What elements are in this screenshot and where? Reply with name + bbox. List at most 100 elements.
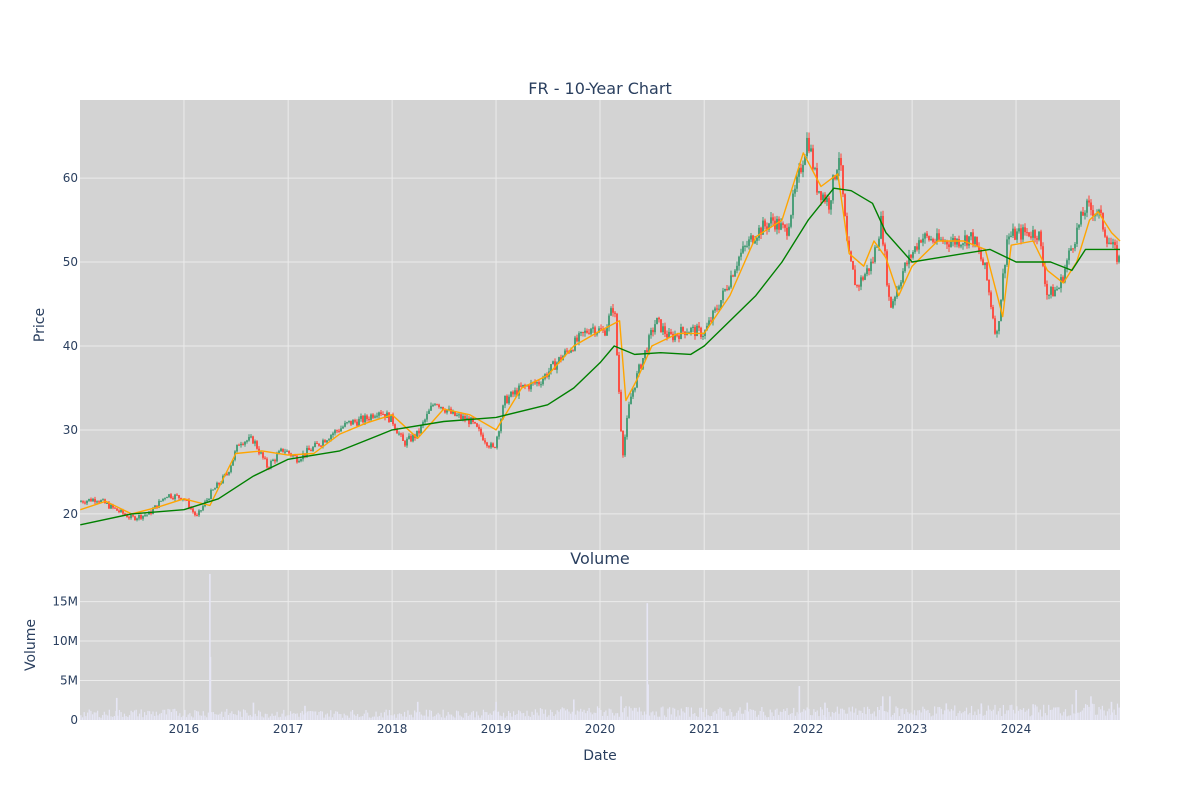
candle-486 [1052, 284, 1054, 297]
volume-bar-506 [929, 713, 931, 720]
volume-bar-451 [836, 706, 838, 720]
volume-bar-561 [1021, 709, 1023, 720]
candle-485 [1050, 285, 1052, 299]
volume-bar-243 [487, 714, 490, 720]
volume-bar-387 [729, 709, 731, 720]
candle-body-424 [928, 236, 930, 241]
volume-bar-359 [682, 711, 684, 720]
candle-body-453 [986, 262, 988, 280]
candle-84 [248, 434, 250, 442]
volume-bar-32 [133, 710, 136, 720]
candle-514 [1108, 237, 1110, 245]
volume-bar-551 [1004, 713, 1006, 720]
volume-bar-130 [298, 716, 300, 720]
candle-body-332 [744, 245, 746, 247]
candle-body-374 [828, 198, 830, 210]
candle-body-344 [768, 223, 770, 230]
candle-body-269 [618, 355, 620, 392]
volume-bar-174 [372, 716, 374, 720]
volume-bar-351 [669, 707, 671, 720]
volume-bar-220 [449, 714, 451, 720]
volume-bar-278 [546, 716, 548, 720]
candle-body-23 [126, 514, 128, 518]
volume-spike-18 [1032, 704, 1034, 720]
volume-bar-114 [271, 713, 273, 720]
volume-bar-347 [662, 706, 664, 720]
candle-body-385 [850, 251, 852, 262]
volume-bar-209 [430, 710, 433, 720]
candle-body-9 [98, 501, 100, 503]
volume-bar-200 [415, 712, 417, 720]
candle-204 [488, 445, 490, 449]
candle-body-467 [1014, 228, 1016, 240]
candle-body-14 [108, 503, 110, 509]
volume-bar-417 [779, 711, 781, 720]
volume-bar-91 [232, 714, 235, 720]
candle-body-36 [152, 508, 154, 514]
volume-bar-48 [160, 713, 162, 720]
candle-body-117 [314, 442, 316, 448]
volume-bar-329 [632, 710, 634, 720]
candle-body-408 [896, 289, 898, 297]
volume-spike-7 [573, 699, 575, 720]
candle-449 [978, 242, 980, 255]
volume-bar-324 [623, 707, 625, 720]
candle-body-358 [796, 176, 798, 189]
volume-bar-434 [808, 708, 810, 720]
volume-bar-151 [333, 713, 335, 720]
candle-162 [404, 440, 406, 447]
candle-175 [430, 402, 432, 411]
candle-274 [628, 401, 630, 419]
volume-bar-492 [905, 708, 907, 720]
volume-bar-606 [1096, 714, 1098, 720]
candle-body-108 [296, 455, 298, 463]
candle-319 [718, 304, 720, 311]
candle-43 [166, 496, 168, 499]
candle-body-287 [654, 324, 656, 333]
volume-bar-37 [142, 717, 144, 720]
volume-bar-526 [962, 712, 964, 720]
candle-body-80 [240, 443, 242, 446]
volume-bar-304 [590, 712, 592, 720]
candle-body-99 [278, 451, 280, 455]
volume-spike-3 [252, 702, 255, 720]
candle-356 [792, 189, 794, 219]
volume-bar-592 [1073, 713, 1075, 720]
candle-467 [1014, 226, 1016, 241]
candle-body-93 [266, 458, 268, 468]
volume-bar-290 [566, 709, 568, 720]
volume-bar-97 [242, 709, 245, 720]
volume-bar-360 [684, 712, 686, 720]
candle-body-500 [1080, 211, 1082, 225]
volume-bar-257 [511, 716, 513, 720]
volume-bar-400 [751, 709, 753, 720]
volume-bar-352 [670, 714, 672, 720]
candle-173 [426, 411, 428, 422]
candle-195 [470, 416, 472, 425]
candle-body-352 [784, 224, 786, 228]
volume-bar-260 [516, 713, 518, 720]
volume-bar-578 [1049, 709, 1051, 720]
volume-bar-27 [125, 716, 127, 720]
candle-517 [1114, 239, 1116, 250]
candle-358 [796, 173, 798, 193]
volume-bar-128 [294, 713, 297, 720]
candle-body-412 [904, 262, 906, 272]
volume-bar-405 [759, 710, 761, 720]
volume-bar-326 [627, 716, 629, 720]
volume-bar-142 [318, 711, 320, 720]
candle-127 [334, 429, 336, 436]
candle-body-201 [482, 434, 484, 441]
candle-body-410 [900, 282, 902, 287]
candle-body-327 [734, 270, 736, 277]
candle-body-79 [238, 444, 240, 446]
volume-bar-2 [83, 712, 85, 720]
volume-bar-611 [1105, 715, 1107, 720]
volume-bar-392 [737, 710, 739, 720]
volume-bar-401 [752, 709, 755, 720]
volume-bar-63 [185, 717, 188, 720]
candle-body-509 [1098, 209, 1100, 214]
volume-bar-523 [957, 713, 959, 720]
candle-417 [914, 245, 916, 254]
volume-bar-618 [1116, 703, 1119, 720]
